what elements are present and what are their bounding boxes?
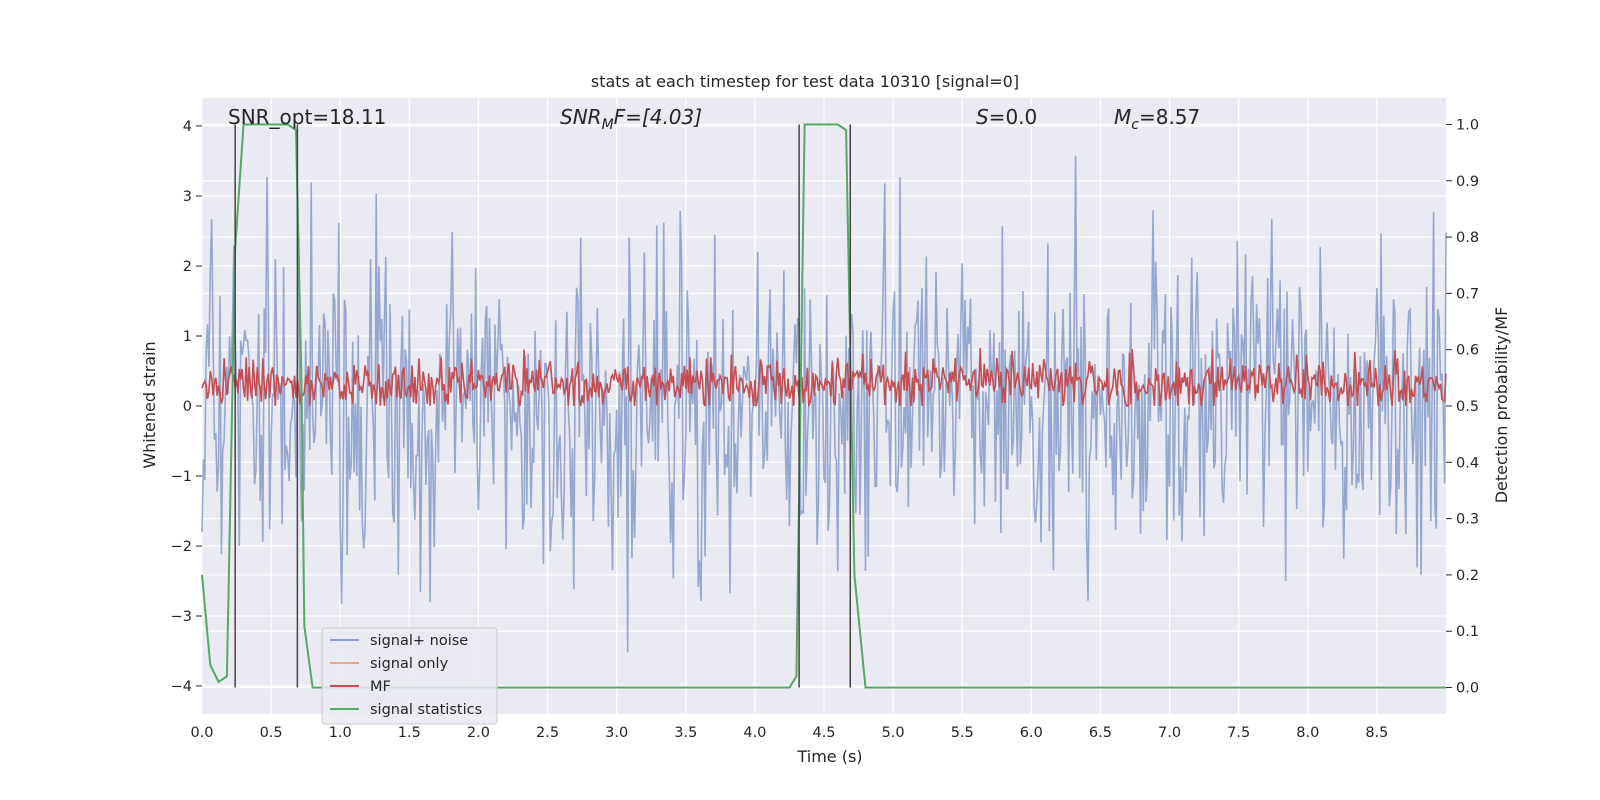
- series-signal-noise: [201, 155, 1447, 653]
- x-tick-label: 8.0: [1296, 725, 1319, 741]
- x-axis-label: Time (s): [796, 747, 862, 766]
- y2-tick-label: 0.0: [1456, 681, 1479, 697]
- legend-label-signal-noise: signal+ noise: [370, 633, 468, 649]
- x-tick-label: 7.5: [1227, 725, 1250, 741]
- y-axis-label: Whitened strain: [140, 341, 159, 468]
- y-tick-label: −4: [171, 679, 192, 695]
- annotation-s-rest: =0.0: [989, 105, 1038, 129]
- annotation-snr-opt: SNR_opt=18.11: [228, 105, 386, 129]
- y2-tick-label: 0.5: [1456, 399, 1479, 415]
- x-axis-ticks: 0.0 0.5 1.0 1.5 2.0 2.5 3.0 3.5 4.0 4.5 5.0 5.5 6.0 6…: [190, 725, 1388, 741]
- series-signal-statistics: [201, 123, 1446, 689]
- y-tick-label: 3: [183, 189, 192, 205]
- x-tick-label: 6.5: [1089, 725, 1112, 741]
- line-signal-noise: [201, 155, 1447, 653]
- annotation-mc-rest: =8.57: [1139, 105, 1200, 129]
- y-tick-label: 1: [183, 329, 192, 345]
- annotation-s: S=0.0: [976, 105, 1037, 129]
- x-tick-label: 7.0: [1158, 725, 1181, 741]
- line-mf: [201, 347, 1447, 407]
- x-tick-label: 2.5: [536, 725, 559, 741]
- x-tick-label: 3.5: [674, 725, 697, 741]
- x-tick-label: 6.0: [1020, 725, 1043, 741]
- annotation-mc: Mc=8.57: [1114, 105, 1200, 133]
- legend-label-signal-statistics: signal statistics: [370, 702, 482, 718]
- annotation-snr-mf-sub: M: [602, 117, 614, 133]
- legend-label-signal-only: signal only: [370, 656, 449, 672]
- legend: signal+ noise signal only MF signal stat…: [321, 627, 498, 725]
- annotation-s-main: S: [976, 105, 989, 129]
- x-tick-label: 0.5: [260, 725, 283, 741]
- x-tick-label: 1.0: [329, 725, 352, 741]
- y2-tick-label: 0.9: [1456, 174, 1479, 190]
- vertical-markers: [234, 124, 852, 688]
- y2-tick-label: 0.2: [1456, 568, 1479, 584]
- legend-box: [321, 627, 498, 725]
- x-tick-label: 4.5: [812, 725, 835, 741]
- annotation-snr-mf: SNRMF=[4.03]: [560, 105, 702, 133]
- y2-axis-ticks: 0.0 0.1 0.2 0.3 0.4 0.5 0.6 0.7 0.8 0.9 1.0: [1446, 117, 1479, 697]
- x-tick-label: 0.0: [190, 725, 213, 741]
- annotation-mc-main: M: [1114, 105, 1131, 129]
- y-tick-label: 0: [183, 399, 192, 415]
- y2-tick-label: 0.8: [1456, 230, 1479, 246]
- y-tick-label: −1: [171, 469, 192, 485]
- annotation-snr-mf-rest: F=[4.03]: [614, 105, 702, 129]
- y2-tick-label: 0.6: [1456, 343, 1479, 359]
- y-axis-ticks: −4 −3 −2 −1 0 1 2 3 4: [171, 119, 202, 695]
- y-tick-label: −2: [171, 539, 192, 555]
- y-tick-label: 4: [183, 119, 192, 135]
- y-tick-label: 2: [183, 259, 192, 275]
- y2-tick-label: 1.0: [1456, 117, 1479, 133]
- x-tick-label: 3.0: [605, 725, 628, 741]
- x-tick-label: 4.0: [743, 725, 766, 741]
- y2-tick-label: 0.1: [1456, 624, 1479, 640]
- chart-title: stats at each timestep for test data 103…: [591, 72, 1019, 91]
- x-tick-label: 5.5: [951, 725, 974, 741]
- y-tick-label: −3: [171, 609, 192, 625]
- y2-tick-label: 0.4: [1456, 455, 1479, 471]
- annotation-mc-sub: c: [1131, 117, 1139, 133]
- y2-tick-label: 0.3: [1456, 512, 1479, 528]
- x-tick-label: 2.0: [467, 725, 490, 741]
- x-tick-label: 5.0: [882, 725, 905, 741]
- line-signal-statistics: [201, 123, 1446, 689]
- y2-tick-label: 0.7: [1456, 286, 1479, 302]
- y2-axis-label: Detection probability/MF: [1492, 307, 1511, 504]
- annotation-snr-mf-main: SNR: [560, 105, 602, 129]
- legend-label-mf: MF: [370, 679, 391, 695]
- series-mf: [201, 347, 1447, 407]
- x-tick-label: 1.5: [398, 725, 421, 741]
- x-tick-label: 8.5: [1365, 725, 1388, 741]
